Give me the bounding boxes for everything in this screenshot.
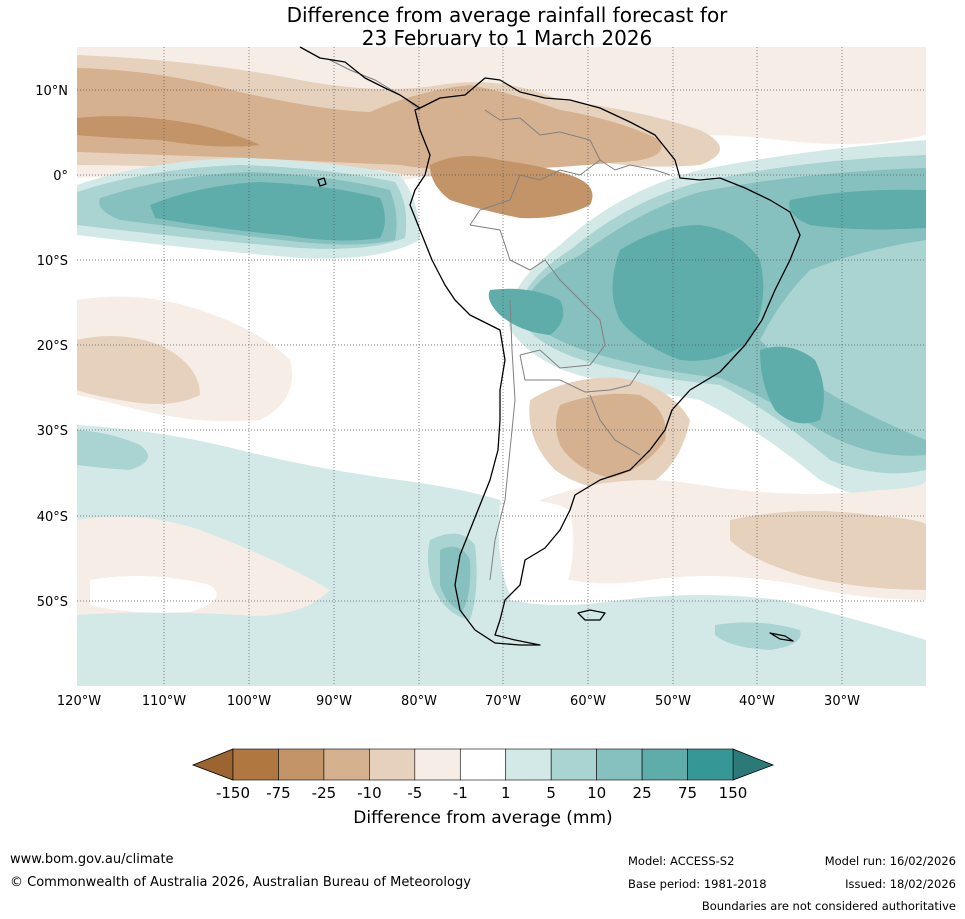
longitude-labels: 120°W 110°W 100°W 90°W 80°W 70°W 60°W 50… [57,694,860,709]
graticule [77,47,926,686]
wet-south-atlantic-light [715,622,801,650]
lon-label-90w: 90°W [316,694,352,709]
lat-label-10s: 10°S [37,254,68,269]
colorbar-tick-label: 75 [678,784,697,802]
colorbar-extend-low [191,748,234,781]
footer-model: Model: ACCESS-S2 [628,854,735,868]
lon-label-40w: 40°W [739,694,775,709]
colorbar-tick-label: -75 [266,784,291,802]
white-gap-south-pacific [90,576,217,613]
title-line-1: Difference from average rainfall forecas… [286,3,728,27]
lat-label-30s: 30°S [37,424,68,439]
wet-core-atlantic [789,189,926,230]
colorbar-segment [414,748,461,781]
lat-label-50s: 50°S [37,595,68,610]
title-line-2: 23 February to 1 March 2026 [361,26,653,50]
colorbar-tick-label: 10 [587,784,606,802]
wet-band-equator-strong [150,182,385,241]
border-chile-argentina [489,299,516,581]
white-gap-argentina [498,501,574,604]
lat-label-10n: 10°N [35,84,68,99]
border-guianas [599,159,671,176]
colorbar-tick-label: 25 [633,784,652,802]
colorbar-extend-high [732,748,775,781]
lat-label-40s: 40°S [37,510,68,525]
coastlines [299,46,801,646]
lon-label-60w: 60°W [570,694,606,709]
latitude-labels: 10°N 0° 10°S 20°S 30°S 40°S 50°S [35,84,68,610]
colorbar-segment [596,748,643,781]
colorbar-tick-label: -5 [407,784,422,802]
colorbar-title: Difference from average (mm) [353,808,613,828]
lon-label-80w: 80°W [401,694,437,709]
border-colombia-venezuela [469,109,601,226]
colorbar-segment [505,748,552,781]
colorbar-tick-label: -1 [453,784,468,802]
border-uruguay [589,394,641,456]
lon-label-70w: 70°W [485,694,521,709]
wet-band-south-light [77,430,148,470]
colorbar-tick-label: 150 [719,784,748,802]
colorbar-segment [641,748,688,781]
rainfall-anomaly-field [77,47,926,686]
footer-url[interactable]: www.bom.gov.au/climate [10,852,174,867]
dry-core-amazon [430,156,593,219]
footer-base-period: Base period: 1981-2018 [628,877,767,891]
lat-label-20s: 20°S [37,339,68,354]
colorbar-segment [278,748,325,781]
colorbar-segment [459,748,507,781]
coastline-south-america [409,77,801,646]
colorbar-tick-label: -150 [216,784,250,802]
wet-core-brazil [612,225,764,361]
colorbar-segment [369,748,416,781]
border-peru-bolivia-brazil [469,224,606,369]
lon-label-30w: 30°W [824,694,860,709]
lon-label-110w: 110°W [142,694,186,709]
wet-core-southeast [760,346,824,424]
border-paraguay-argentina [519,354,641,393]
coastline-central-america [299,46,421,109]
lon-label-50w: 50°W [655,694,691,709]
colorbar-segment [687,748,734,781]
wet-patagonia-moderate [440,546,471,612]
map-title: Difference from average rainfall forecas… [0,4,965,50]
dry-patch-pacific-light [77,336,200,404]
colorbar-tick-label: 5 [546,784,556,802]
dry-region-uruguay-moderate [556,393,666,478]
footer-issued: Issued: 18/02/2026 [845,877,956,891]
dry-region-south-atlantic-light [730,511,926,590]
lat-label-0: 0° [53,169,68,184]
coastline-south-georgia [769,632,794,642]
wet-core-bolivia [488,288,564,335]
colorbar-segment [232,748,279,781]
lon-label-100w: 100°W [227,694,271,709]
lon-label-120w: 120°W [57,694,101,709]
footer-boundaries-note: Boundaries are not considered authoritat… [701,899,956,913]
colorbar-tick-label: 1 [501,784,511,802]
coastline-galapagos [317,177,327,187]
colorbar-segment [323,748,370,781]
dry-core-north [77,116,260,147]
coastline-falklands [577,609,606,621]
colorbar-tick-label: -25 [312,784,337,802]
colorbar-segment [550,748,597,781]
colorbar: -150 -75 -25 -10 -5 -1 1 5 10 25 75 150 [191,748,775,802]
footer-model-run: Model run: 16/02/2026 [824,854,956,868]
colorbar-tick-label: -10 [357,784,382,802]
footer-copyright: © Commonwealth of Australia 2026, Austra… [10,875,471,890]
